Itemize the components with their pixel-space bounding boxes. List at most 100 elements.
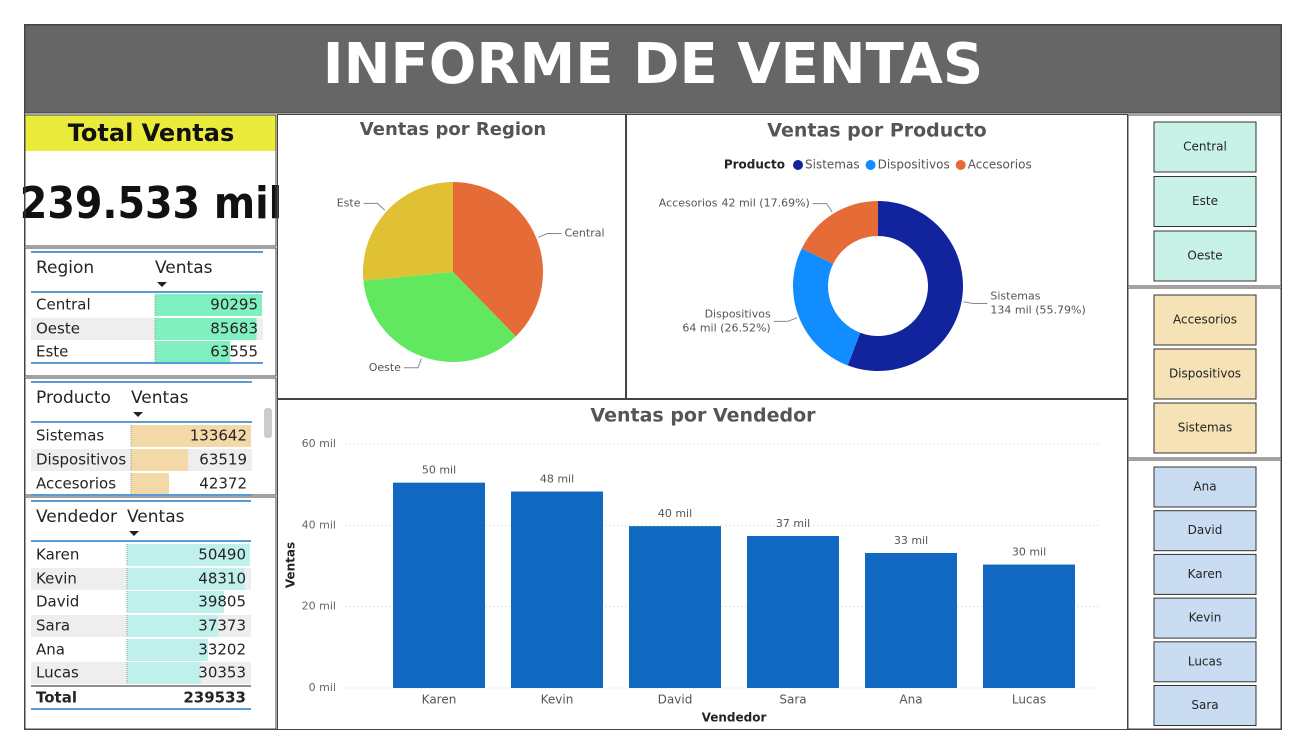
leader-line (773, 317, 798, 322)
slicer-button[interactable] (1153, 348, 1257, 400)
slicer-button[interactable] (1153, 597, 1257, 639)
slicer-button[interactable] (1153, 685, 1257, 726)
slicer-button[interactable] (1153, 230, 1257, 282)
slicer-label: Central (1183, 140, 1227, 154)
slicer-button[interactable] (1153, 121, 1257, 173)
column-header: Ventas (131, 388, 189, 408)
scrollbar (264, 408, 272, 438)
leader-line (363, 202, 386, 211)
leader-line (963, 301, 988, 305)
bar (511, 491, 603, 688)
data-bar (127, 615, 219, 637)
slicer-button[interactable] (1153, 641, 1257, 683)
row-label: Kevin (36, 570, 77, 588)
data-label: 37 mil (776, 517, 810, 530)
sort-arrow (129, 531, 139, 536)
row-label: Lucas (36, 664, 79, 682)
data-label: Oeste (369, 361, 401, 374)
legend-dot (793, 160, 803, 170)
row-label: David (36, 593, 79, 611)
slicer-label: Dispositivos (1169, 367, 1241, 381)
y-tick-label: 20 mil (302, 600, 336, 613)
slicer-label: Accesorios (1173, 313, 1237, 327)
x-axis-label: Vendedor (702, 711, 767, 725)
legend-title: Producto (724, 158, 785, 172)
column-header: Vendedor (36, 507, 117, 527)
category-label: Accesorios (659, 197, 718, 210)
slicer-button[interactable] (1153, 553, 1257, 595)
row-value: 37373 (198, 617, 246, 635)
bar (983, 564, 1075, 688)
slicer-label: Lucas (1188, 654, 1222, 668)
slicer-label: Kevin (1189, 611, 1222, 625)
column-header: Ventas (127, 507, 185, 527)
bar (747, 536, 839, 688)
data-bar (155, 294, 262, 316)
x-tick-label: Karen (422, 693, 457, 707)
chart-title: Ventas por Region (360, 119, 546, 140)
y-tick-label: 0 mil (309, 681, 336, 694)
slicer-label: Ana (1193, 480, 1216, 494)
data-label: 33 mil (894, 534, 928, 547)
kpi-label: Total Ventas (68, 119, 235, 147)
chart-title: Ventas por Vendedor (590, 405, 816, 427)
legend-dot (865, 160, 876, 170)
data-bar (127, 639, 208, 661)
x-tick-label: Ana (899, 693, 922, 707)
category-label: Sistemas (990, 290, 1040, 303)
data-bar (127, 591, 224, 613)
row-value: 133642 (190, 427, 247, 445)
data-bar (127, 544, 250, 566)
row-value: 85683 (210, 320, 258, 338)
x-tick-label: David (658, 693, 693, 707)
slicer-label: Sistemas (1178, 421, 1233, 435)
slice (363, 182, 453, 281)
slicer-label: Este (1192, 194, 1218, 208)
data-label: Central (564, 227, 604, 240)
legend-dot (955, 160, 966, 170)
slicer-label: Oeste (1187, 249, 1222, 263)
row-value: 42372 (199, 475, 247, 493)
row-label: Central (36, 296, 91, 314)
slicer-button[interactable] (1153, 466, 1257, 508)
data-bar (155, 341, 231, 363)
row-label: Accesorios (36, 475, 116, 493)
data-label: 50 mil (422, 464, 456, 477)
row-label: Dispositivos (36, 451, 126, 469)
slicer-button[interactable] (1153, 176, 1257, 227)
slicer-button[interactable] (1153, 402, 1257, 454)
y-axis-label: Ventas (284, 542, 298, 588)
slice (792, 248, 861, 366)
legend-label: Sistemas (805, 158, 860, 172)
header-bar (24, 24, 1282, 114)
slicer-button[interactable] (1153, 294, 1257, 346)
data-label: Sistemas 134 mil (55.79%) (990, 290, 1085, 317)
kpi-label-bg (25, 115, 276, 151)
page-title: INFORME DE VENTAS (323, 32, 983, 97)
slicer-label: Karen (1188, 567, 1223, 581)
row-value: 48310 (198, 570, 246, 588)
column-header: Ventas (155, 258, 213, 278)
chart-title: Ventas por Producto (767, 120, 986, 142)
data-label: 30 mil (1012, 546, 1046, 559)
bar (865, 552, 957, 688)
category-label: Oeste (369, 361, 401, 374)
data-label: Accesorios 42 mil (17.69%) (659, 197, 810, 210)
row-label: Sara (36, 617, 70, 635)
category-label: Dispositivos (705, 307, 771, 320)
slicer-label: Sara (1191, 698, 1218, 712)
row-value: 63555 (210, 343, 258, 361)
legend-label: Accesorios (968, 158, 1032, 172)
slice (847, 201, 963, 371)
row-label: Este (36, 343, 68, 361)
data-bar (131, 473, 170, 495)
total-cell: 239533 (183, 689, 246, 707)
slice (801, 201, 878, 264)
data-label: 40 mil (658, 507, 692, 520)
row-value: 90295 (210, 296, 258, 314)
row-value: 50490 (198, 546, 246, 564)
slicer-button[interactable] (1153, 510, 1257, 552)
row-label: Ana (36, 641, 65, 659)
data-bar (127, 662, 201, 684)
